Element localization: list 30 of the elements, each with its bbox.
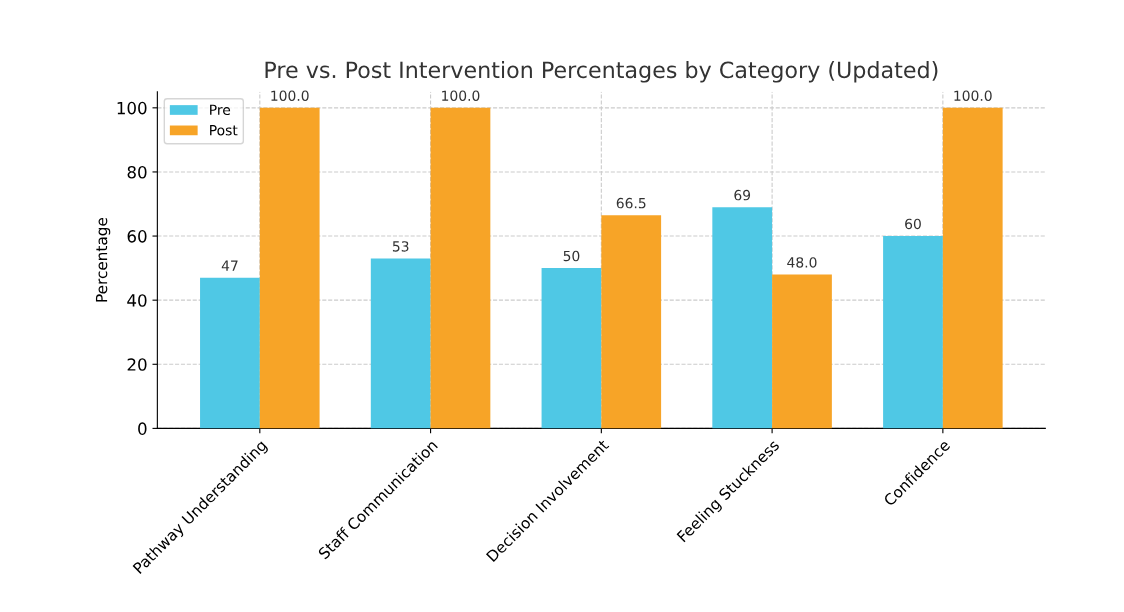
legend-label: Pre bbox=[210, 104, 231, 116]
chart-title: Pre vs. Post Intervention Percentages by Category (Updated) bbox=[265, 61, 938, 83]
bar bbox=[942, 107, 1003, 429]
bar bbox=[541, 268, 602, 429]
bar bbox=[601, 215, 662, 429]
data-label: 100.0 bbox=[954, 90, 992, 101]
bar bbox=[712, 207, 773, 429]
legend-label: Post bbox=[210, 125, 238, 136]
y-tick-label: 100 bbox=[117, 101, 147, 115]
data-label: 53 bbox=[392, 241, 409, 252]
bar bbox=[883, 236, 943, 429]
y-axis-title: Percentage bbox=[95, 217, 111, 302]
bar bbox=[370, 258, 431, 429]
bar bbox=[200, 277, 260, 429]
bar bbox=[430, 107, 491, 429]
y-tick-label: 80 bbox=[127, 165, 147, 179]
data-label: 48.0 bbox=[787, 257, 817, 268]
y-tick-label: 0 bbox=[138, 422, 147, 435]
y-tick-label: 40 bbox=[127, 294, 147, 307]
y-tick-label: 60 bbox=[127, 230, 147, 243]
data-label: 50 bbox=[563, 250, 580, 262]
data-label: 69 bbox=[734, 189, 751, 201]
bar bbox=[772, 274, 832, 429]
data-label: 100.0 bbox=[271, 90, 309, 101]
data-label: 60 bbox=[905, 218, 921, 230]
bar bbox=[259, 107, 320, 429]
data-label: 66.5 bbox=[616, 197, 646, 209]
data-label: 100.0 bbox=[442, 90, 480, 101]
data-label: 47 bbox=[221, 260, 238, 271]
y-tick-label: 20 bbox=[127, 358, 147, 371]
